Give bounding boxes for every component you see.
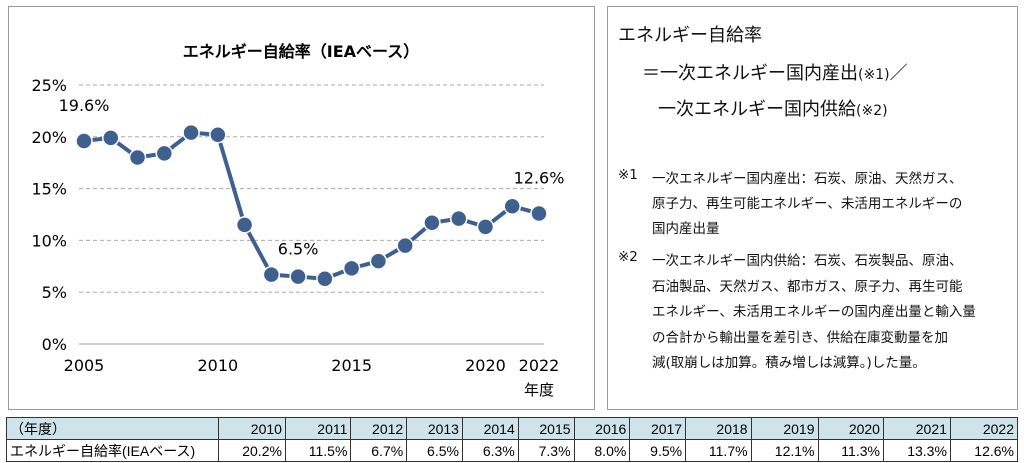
year-cell: 2018: [685, 417, 752, 440]
year-cell: 2020: [817, 417, 884, 440]
note-line: 一次エネルギー国内産出：石炭、原油、天然ガス、: [652, 171, 963, 187]
note-line: エネルギー、未活用エネルギーの国内産出量と輸入量: [652, 304, 976, 320]
y-tick-label: 0%: [42, 335, 67, 354]
year-cell: 2019: [750, 417, 819, 440]
data-point: [476, 218, 495, 236]
data-label: 6.5%: [278, 240, 319, 259]
formula-denominator: 一次エネルギー国内供給(※2): [658, 95, 888, 121]
year-cell: 2022: [949, 417, 1019, 440]
value-cell: 20.2%: [218, 439, 286, 462]
y-tick-label: 10%: [31, 231, 67, 250]
y-tick-label: 15%: [31, 180, 67, 199]
value-cell: 13.3%: [882, 439, 951, 462]
x-tick-label: 2005: [64, 356, 105, 375]
note1: 一次エネルギー国内産出：石炭、原油、天然ガス、 原子力、再生可能エネルギー、未活用…: [652, 167, 963, 242]
data-point: [262, 265, 281, 284]
data-point: [503, 197, 521, 215]
chart-title: エネルギー自給率（IEAベース）: [183, 42, 419, 61]
data-point: [449, 209, 468, 228]
data-point: [423, 214, 441, 232]
x-tick-label: 2015: [331, 356, 372, 375]
data-point: [209, 125, 227, 144]
year-cell: 2017: [629, 417, 687, 440]
notes-panel: エネルギー自給率 ＝一次エネルギー国内産出(※1)／ 一次エネルギー国内供給(※…: [607, 6, 1018, 410]
value-cell: 12.6%: [949, 439, 1019, 462]
value-cell: 11.5%: [284, 439, 352, 462]
data-point: [155, 144, 174, 163]
note-line: 石油製品、天然ガス、都市ガス、原子力、再生可能: [652, 278, 963, 295]
year-cell: 2016: [573, 417, 631, 440]
value-cell: 9.5%: [629, 439, 687, 462]
x-tick-label: 2020: [465, 356, 506, 375]
denominator-text: 一次エネルギー国内供給: [658, 99, 856, 120]
data-point: [235, 216, 254, 234]
value-cell: 8.0%: [573, 439, 631, 462]
data-point: [316, 269, 334, 288]
formula-numerator: ＝一次エネルギー国内産出(※1)／: [642, 59, 908, 85]
year-cell: 2013: [406, 417, 463, 440]
data-point: [396, 236, 414, 255]
data-point: [530, 204, 548, 223]
year-cell: 2021: [882, 417, 951, 440]
x-tick-label: 2022: [519, 356, 560, 375]
ref1: (※1): [858, 67, 890, 83]
value-cell: 11.3%: [817, 439, 884, 462]
data-point: [289, 267, 307, 286]
value-cell: 6.7%: [350, 439, 408, 462]
y-tick-label: 5%: [42, 283, 67, 302]
data-point: [75, 132, 93, 150]
y-tick-label: 20%: [31, 128, 67, 147]
numerator-text: ＝一次エネルギー国内産出: [642, 63, 858, 84]
note-line: の合計から輸出量を差引き、供給在庫変動量を加: [652, 329, 949, 346]
data-point: [128, 148, 147, 167]
x-tick-label: 2010: [197, 356, 238, 375]
data-label: 12.6%: [514, 168, 565, 187]
note2: 一次エネルギー国内供給：石炭、石炭製品、原油、 石油製品、天然ガス、都市ガス、原子…: [652, 249, 976, 377]
note-line: 減(取崩しは加算。積み増しは減算。)した量。: [652, 355, 926, 371]
value-cell: 6.3%: [461, 439, 519, 462]
chart-panel: エネルギー自給率（IEAベース） 0% 5% 10% 15% 20% 25% 2005 201…: [8, 6, 595, 410]
line-chart: エネルギー自給率（IEAベース） 0% 5% 10% 15% 20% 25% 2005 201…: [31, 42, 565, 399]
year-cell: 2010: [218, 417, 286, 440]
data-table: （年度） 2010 2011 2012 2013 2014 2015 2016 2017 2018…: [6, 417, 1019, 462]
data-point: [369, 252, 388, 270]
formula-title: エネルギー自給率: [618, 25, 762, 46]
value-cell: 11.7%: [685, 439, 752, 462]
table-header-row: （年度） 2010 2011 2012 2013 2014 2015 2016 2017 2018…: [6, 417, 1019, 440]
data-point: [102, 129, 120, 147]
x-axis-label: 年度: [524, 381, 554, 399]
note2-mark: ※2: [618, 249, 638, 265]
value-cell: 12.1%: [750, 439, 819, 462]
value-cell: 6.5%: [406, 439, 463, 462]
year-cell: 2012: [350, 417, 408, 440]
data-point: [342, 259, 361, 278]
table-row: エネルギー自給率(IEAベース) 20.2% 11.5% 6.7% 6.5% 6.3% 7.…: [6, 439, 1019, 462]
year-cell: 2014: [461, 417, 519, 440]
data-label: 19.6%: [59, 96, 110, 115]
ref2: (※2): [856, 103, 888, 119]
year-cell: 2011: [284, 417, 352, 440]
note1-mark: ※1: [618, 167, 638, 183]
year-cell: 2015: [517, 417, 575, 440]
y-tick-label: 25%: [31, 76, 67, 95]
value-cell: 7.3%: [517, 439, 575, 462]
note-line: 国内産出量: [652, 221, 720, 237]
note-line: 一次エネルギー国内供給：石炭、石炭製品、原油、: [652, 253, 963, 269]
header-label: （年度）: [6, 417, 219, 440]
row-label: エネルギー自給率(IEAベース): [6, 439, 219, 462]
data-point: [182, 123, 200, 142]
slash: ／: [889, 63, 908, 84]
note-line: 原子力、再生可能エネルギー、未活用エネルギーの: [652, 196, 963, 212]
